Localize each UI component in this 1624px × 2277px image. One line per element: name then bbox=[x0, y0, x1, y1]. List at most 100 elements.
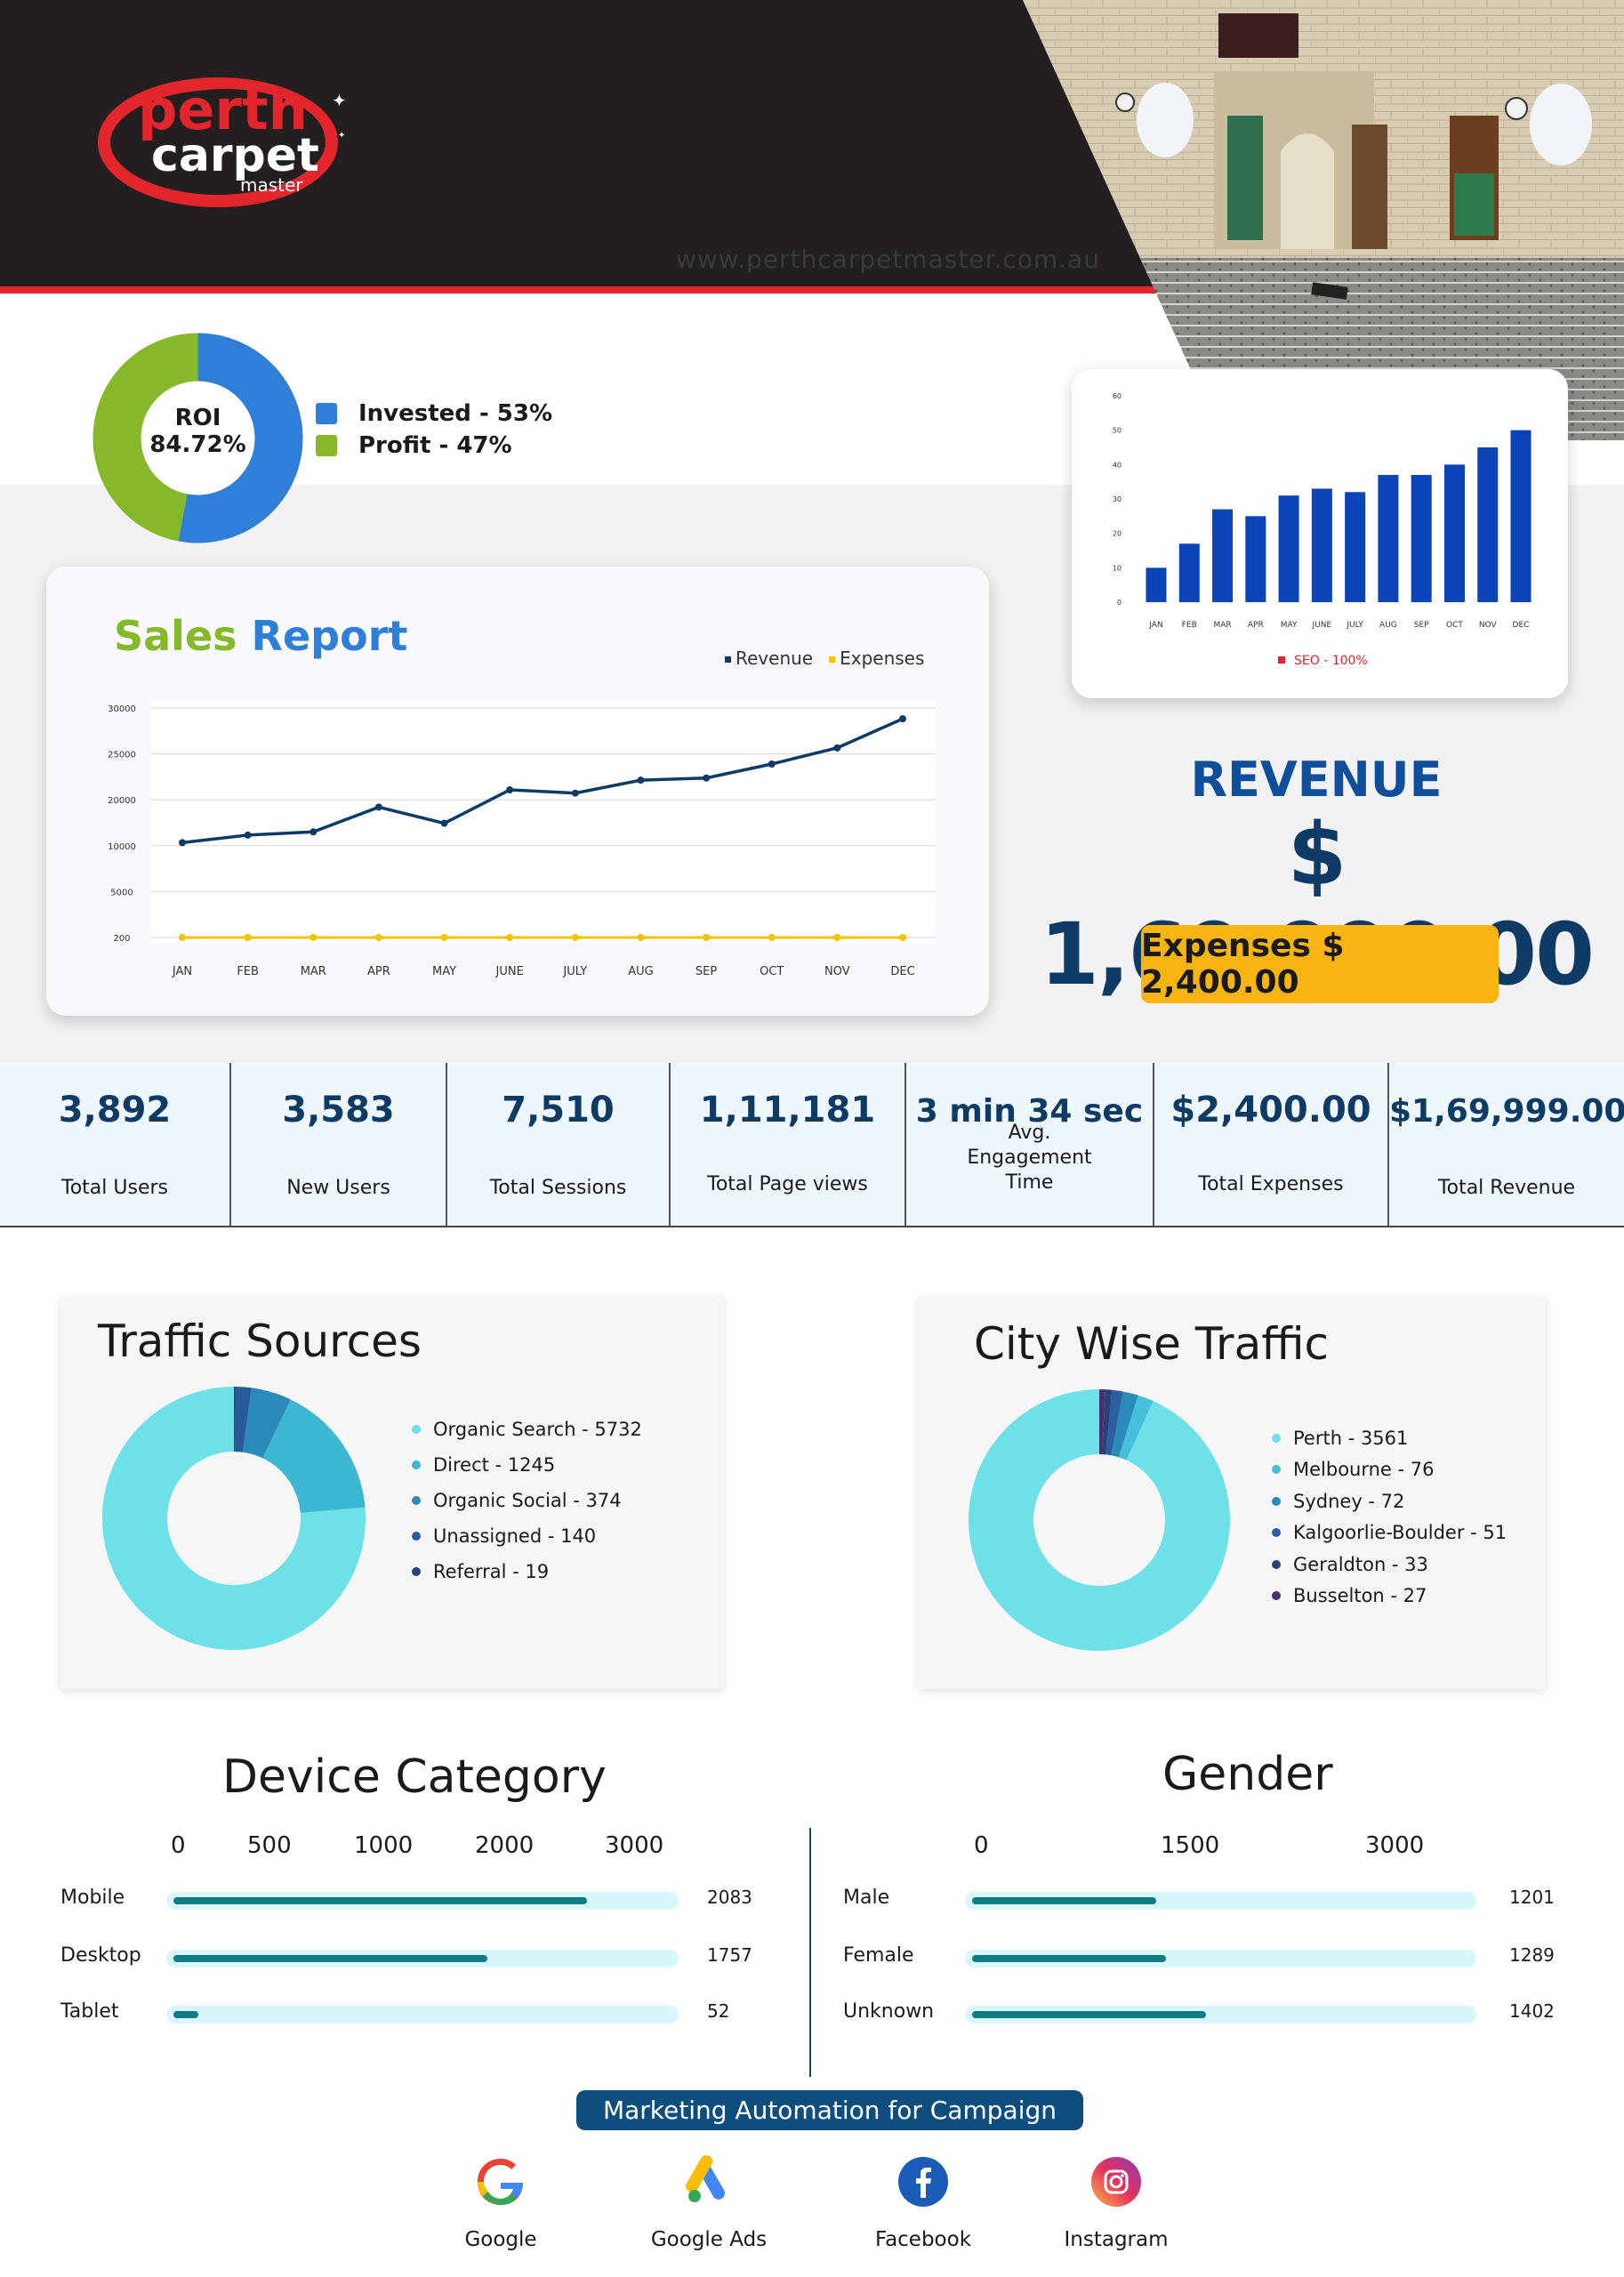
sales-point bbox=[374, 934, 382, 941]
legend-label: Geraldton - 33 bbox=[1293, 1553, 1428, 1575]
profit-swatch bbox=[316, 435, 337, 456]
social-name: Instagram bbox=[1064, 2228, 1169, 2251]
seo-x-tick: NOV bbox=[1479, 621, 1498, 630]
legend-dot bbox=[1272, 1496, 1281, 1506]
sales-point bbox=[768, 760, 776, 768]
invested-swatch bbox=[316, 403, 337, 424]
stat-total-revenue: $1,69,999.00 Total Revenue bbox=[1389, 1063, 1624, 1226]
sales-point bbox=[637, 776, 645, 784]
seo-y-tick: 10 bbox=[1113, 564, 1122, 572]
seo-x-tick: MAY bbox=[1281, 621, 1298, 630]
sales-point bbox=[571, 934, 579, 941]
seo-x-tick: SEP bbox=[1414, 621, 1429, 630]
sales-point bbox=[244, 934, 252, 941]
sales-x-tick: DEC bbox=[890, 965, 914, 978]
legend-revenue: Revenue bbox=[725, 648, 813, 669]
site-url[interactable]: www.perthcarpetmaster.com.au bbox=[676, 245, 1100, 274]
legend-dot bbox=[412, 1496, 421, 1505]
sales-plot-area bbox=[151, 701, 936, 943]
seo-y-tick: 20 bbox=[1113, 530, 1122, 538]
stat-label: New Users bbox=[286, 1177, 390, 1199]
seo-x-tick: OCT bbox=[1446, 621, 1463, 630]
sales-y-tick: 200 bbox=[113, 934, 130, 944]
gender-bar-fill bbox=[972, 2011, 1206, 2018]
device-bar-fill bbox=[173, 1955, 487, 1962]
traffic-sources-title: Traffic Sources bbox=[98, 1316, 422, 1367]
seo-y-tick: 0 bbox=[1117, 599, 1122, 607]
stat-label: Total Users bbox=[61, 1177, 168, 1199]
seo-x-tick: JAN bbox=[1148, 621, 1162, 630]
device-bar-value: 1757 bbox=[707, 1944, 752, 1966]
sales-x-tick: MAY bbox=[432, 965, 456, 978]
gender-bar-fill bbox=[972, 1955, 1166, 1962]
facebook-icon bbox=[898, 2157, 948, 2207]
legend-dot bbox=[412, 1567, 421, 1576]
gender-bar-label: Unknown bbox=[843, 2000, 935, 2023]
gender-axis-tick: 3000 bbox=[1365, 1832, 1425, 1859]
device-axis-tick: 0 bbox=[171, 1832, 186, 1859]
gender-axis-tick: 1500 bbox=[1161, 1832, 1220, 1859]
traffic-legend-item: Referral - 19 bbox=[412, 1554, 642, 1589]
seo-bar bbox=[1443, 464, 1465, 602]
header-banner bbox=[0, 0, 1165, 294]
svg-text:perth: perth bbox=[138, 77, 308, 142]
stat-label: Total Page views bbox=[707, 1173, 868, 1195]
google-icon bbox=[478, 2159, 523, 2205]
gender-axis-tick: 0 bbox=[974, 1832, 989, 1859]
gender-bar-label: Female bbox=[843, 1944, 914, 1967]
sales-y-tick: 5000 bbox=[110, 888, 133, 897]
sales-x-tick: APR bbox=[367, 965, 390, 978]
seo-legend-label: SEO - 100% bbox=[1294, 654, 1368, 668]
traffic-legend-item: Direct - 1245 bbox=[412, 1447, 642, 1483]
legend-dot bbox=[412, 1460, 421, 1469]
sales-point bbox=[244, 831, 252, 839]
legend-label: Referral - 19 bbox=[433, 1561, 550, 1582]
stats-row: 3,892 Total Users 3,583 New Users 7,510 … bbox=[0, 1063, 1624, 1227]
device-bar-label: Tablet bbox=[60, 2000, 119, 2023]
gender-bar-value: 1402 bbox=[1509, 2000, 1555, 2022]
seo-bar bbox=[1411, 474, 1432, 602]
legend-dot bbox=[1272, 1591, 1281, 1601]
sales-x-tick: JULY bbox=[562, 965, 587, 978]
legend-label: Sydney - 72 bbox=[1293, 1490, 1405, 1512]
device-axis: 0 500 1000 2000 3000 bbox=[0, 1832, 800, 1868]
legend-dot bbox=[1272, 1433, 1281, 1443]
social-facebook[interactable]: Facebook bbox=[843, 2155, 1003, 2251]
seo-bar bbox=[1345, 492, 1366, 602]
sales-point bbox=[571, 789, 579, 797]
city-legend-item: Melbourne - 76 bbox=[1272, 1454, 1507, 1486]
social-instagram[interactable]: Instagram bbox=[1036, 2155, 1196, 2251]
device-bar-label: Mobile bbox=[60, 1887, 125, 1909]
sales-point bbox=[506, 934, 514, 941]
stat-label: Total Revenue bbox=[1437, 1177, 1576, 1199]
city-legend-item: Busselton - 27 bbox=[1272, 1581, 1507, 1613]
roi-value: 84.72% bbox=[149, 431, 246, 458]
sales-point bbox=[374, 803, 382, 811]
device-bar-track bbox=[166, 1950, 679, 1967]
svg-text:✦: ✦ bbox=[332, 90, 347, 111]
seo-bar bbox=[1146, 567, 1167, 602]
roi-center-text: ROI 84.72% bbox=[89, 405, 307, 458]
legend-label: Organic Social - 374 bbox=[433, 1490, 622, 1511]
sales-point bbox=[179, 839, 186, 847]
sales-point bbox=[637, 934, 645, 941]
social-google-ads[interactable]: Google Ads bbox=[629, 2155, 789, 2251]
brand-logo: perth carpet master ✦ ✦ bbox=[93, 62, 378, 213]
device-bar-track bbox=[166, 2006, 679, 2024]
traffic-legend-item: Unassigned - 140 bbox=[412, 1518, 642, 1554]
stat-value: 3,583 bbox=[282, 1090, 395, 1130]
sales-x-tick: JUNE bbox=[495, 965, 524, 978]
roi-label: ROI bbox=[174, 405, 221, 431]
device-bar-value: 52 bbox=[707, 2000, 730, 2022]
legend-label: Perth - 3561 bbox=[1293, 1427, 1409, 1449]
social-name: Facebook bbox=[874, 2228, 972, 2251]
instagram-icon bbox=[1091, 2157, 1141, 2207]
stat-total-sessions: 7,510 Total Sessions bbox=[447, 1063, 671, 1226]
social-google[interactable]: Google bbox=[421, 2155, 581, 2251]
sales-x-tick: MAR bbox=[301, 965, 326, 978]
mosque-interior-photo bbox=[1023, 0, 1624, 440]
traffic-sources-donut bbox=[101, 1387, 366, 1650]
sales-point bbox=[440, 819, 448, 827]
legend-dot bbox=[1272, 1559, 1281, 1569]
stat-value: $1,69,999.00 bbox=[1389, 1093, 1624, 1130]
